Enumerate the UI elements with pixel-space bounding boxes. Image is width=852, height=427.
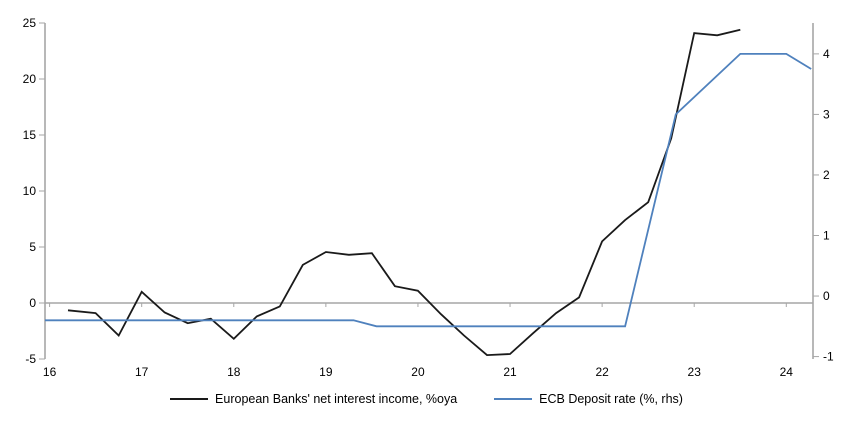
x-axis-label: 23 [688, 365, 702, 379]
chart-legend: European Banks' net interest income, %oy… [0, 392, 852, 406]
x-axis-label: 20 [411, 365, 425, 379]
x-axis-label: 16 [43, 365, 57, 379]
y-axis-left-label: 20 [23, 72, 37, 86]
y-axis-right-label: 2 [823, 168, 830, 182]
y-axis-left-label: -5 [25, 352, 36, 366]
y-axis-right-label: 1 [823, 228, 830, 242]
legend-item-nii: European Banks' net interest income, %oy… [169, 392, 457, 406]
y-axis-right-label: 0 [823, 289, 830, 303]
series-line-1 [45, 53, 812, 328]
nii-line-swatch-icon [170, 398, 209, 400]
ecb-rate-line-swatch-icon [494, 398, 533, 400]
x-axis-label: 18 [227, 365, 241, 379]
x-axis-label: 22 [595, 365, 609, 379]
y-axis-left-label: 0 [29, 296, 36, 310]
x-axis-label: 17 [135, 365, 149, 379]
legend-item-ecb-rate: ECB Deposit rate (%, rhs) [493, 392, 683, 406]
y-axis-right-label: 4 [823, 47, 830, 61]
y-axis-left-label: 15 [23, 128, 37, 142]
y-axis-left-label: 10 [23, 184, 37, 198]
x-axis-label: 21 [503, 365, 517, 379]
y-axis-left-label: 25 [23, 16, 37, 30]
y-axis-left-label: 5 [29, 240, 36, 254]
series-line-0 [67, 28, 741, 357]
y-axis-right-label: -1 [823, 350, 834, 364]
x-axis-label: 19 [319, 365, 333, 379]
legend-label-nii: European Banks' net interest income, %oy… [215, 392, 458, 406]
legend-label-ecb-rate: ECB Deposit rate (%, rhs) [539, 392, 683, 406]
x-axis-label: 24 [780, 365, 794, 379]
y-axis-right-label: 3 [823, 107, 830, 121]
